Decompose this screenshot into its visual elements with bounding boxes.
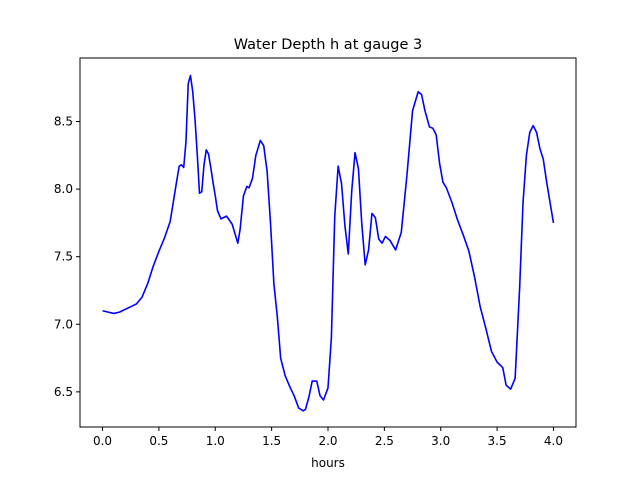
x-tick-label: 3.0 bbox=[431, 434, 450, 448]
x-tick-label: 2.5 bbox=[375, 434, 394, 448]
plot-area bbox=[102, 74, 555, 412]
chart-title: Water Depth h at gauge 3 bbox=[234, 37, 422, 53]
x-tick-label: 0.0 bbox=[93, 434, 112, 448]
x-tick-label: 1.5 bbox=[262, 434, 281, 448]
y-tick-label: 6.5 bbox=[54, 385, 73, 399]
x-tick-label: 4.0 bbox=[544, 434, 563, 448]
y-tick-label: 8.0 bbox=[54, 182, 73, 196]
x-tick-label: 3.5 bbox=[488, 434, 507, 448]
x-axis-label: hours bbox=[311, 456, 345, 470]
y-tick-label: 7.5 bbox=[54, 250, 73, 264]
y-tick-label: 8.5 bbox=[54, 115, 73, 129]
series-line-0 bbox=[102, 74, 555, 412]
axes-frame bbox=[79, 57, 577, 428]
y-tick-label: 7.0 bbox=[54, 317, 73, 331]
x-tick-label: 1.0 bbox=[206, 434, 225, 448]
x-tick-label: 0.5 bbox=[149, 434, 168, 448]
ticks: 0.0 0.5 1.0 1.5 2.0 2.5 3.0 3.5 4.0 6.5 7.0 7.5 8.0 8… bbox=[54, 115, 563, 448]
x-tick-label: 2.0 bbox=[318, 434, 337, 448]
